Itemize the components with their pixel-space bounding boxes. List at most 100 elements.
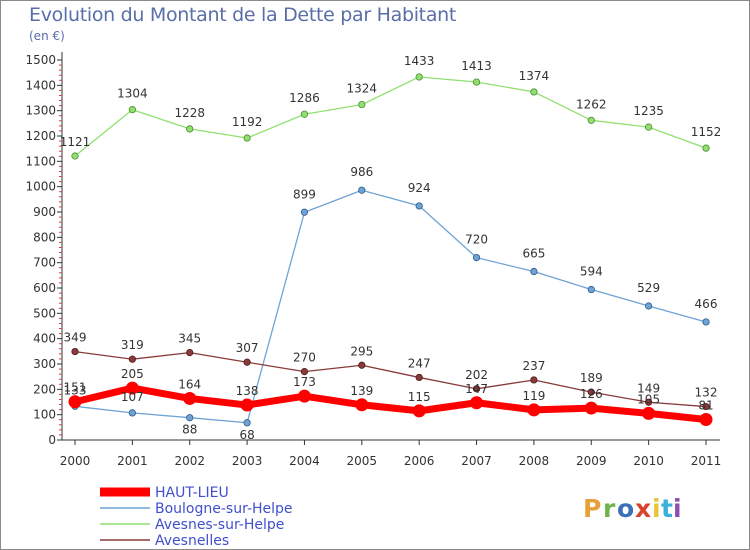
data-point [702, 402, 710, 411]
x-tick-label: 2002 [174, 454, 205, 468]
data-point [530, 267, 538, 276]
legend-label: HAUT-LIEU [155, 485, 229, 501]
y-tick-label: 1400 [25, 78, 56, 92]
data-point [587, 388, 595, 396]
logo-letter: o [617, 494, 634, 523]
data-label: 119 [522, 389, 545, 403]
y-tick-label: 1200 [25, 129, 56, 143]
data-label: 68 [239, 428, 254, 442]
x-tick-label: 2006 [404, 454, 435, 468]
data-point [243, 134, 251, 142]
data-label: 126 [580, 387, 603, 401]
y-tick-label: 1000 [25, 180, 56, 194]
data-point [300, 367, 309, 376]
data-point [527, 403, 541, 417]
data-point [358, 186, 366, 194]
legend-label: Boulogne-sur-Helpe [155, 501, 293, 517]
y-tick-label: 900 [33, 205, 56, 219]
data-point [415, 73, 423, 81]
logo-letter: i [673, 494, 682, 523]
data-point [183, 391, 197, 405]
data-point [71, 152, 79, 160]
data-point [472, 385, 481, 393]
data-point [472, 254, 481, 262]
y-tick-label: 0 [48, 433, 56, 447]
data-label: 164 [178, 377, 201, 391]
data-label: 295 [350, 344, 373, 358]
data-point [415, 202, 423, 210]
x-tick-label: 2009 [576, 454, 607, 468]
data-label: 1121 [60, 135, 91, 149]
data-point [243, 358, 251, 366]
data-label: 986 [350, 165, 373, 179]
data-label: 899 [293, 187, 316, 201]
series-line-2 [74, 76, 707, 157]
data-label: 1413 [461, 59, 492, 73]
y-tick-label: 1500 [25, 53, 56, 67]
series-line-1 [74, 189, 707, 424]
x-tick-label: 2000 [60, 454, 91, 468]
data-label: 665 [522, 247, 545, 261]
x-tick-label: 2010 [633, 454, 664, 468]
data-point [587, 116, 595, 124]
data-point [587, 285, 595, 294]
data-point [297, 389, 311, 403]
chart-title: Evolution du Montant de la Dette par Hab… [29, 4, 457, 26]
data-label: 132 [695, 386, 718, 400]
logo-letter: r [603, 494, 616, 523]
data-point [530, 376, 538, 384]
data-point [645, 302, 653, 310]
legend-label: Avesnelles [155, 533, 229, 549]
x-tick-label: 2003 [232, 454, 263, 468]
x-tick-label: 2007 [461, 454, 492, 468]
x-tick-label: 2005 [347, 454, 378, 468]
data-point [128, 409, 136, 417]
y-tick-label: 300 [33, 357, 56, 371]
data-point [472, 78, 481, 86]
data-point [68, 395, 82, 409]
x-tick-label: 2011 [691, 454, 722, 468]
y-tick-label: 500 [33, 306, 56, 320]
data-point [300, 110, 309, 118]
data-label: 151 [64, 381, 87, 395]
data-label: 529 [637, 281, 660, 295]
data-point [702, 144, 710, 152]
data-label: 189 [580, 371, 603, 385]
data-point [470, 396, 484, 410]
data-point [128, 106, 136, 114]
y-tick-label: 600 [33, 281, 56, 295]
data-label: 1304 [117, 87, 148, 101]
x-tick-label: 2001 [117, 454, 148, 468]
data-point [415, 373, 423, 382]
data-point [358, 100, 366, 109]
data-point [128, 355, 136, 363]
data-label: 319 [121, 338, 144, 352]
data-label: 466 [695, 297, 718, 311]
data-label: 924 [408, 181, 431, 195]
data-label: 1152 [691, 125, 722, 139]
data-label: 1433 [404, 54, 435, 68]
data-label: 149 [637, 381, 660, 395]
legend-label: Avesnes-sur-Helpe [155, 517, 284, 533]
data-label: 720 [465, 233, 488, 247]
data-point [186, 125, 194, 133]
data-point [645, 398, 653, 406]
data-label: 270 [293, 351, 316, 365]
data-label: 1262 [576, 97, 607, 111]
y-tick-label: 100 [33, 408, 56, 422]
data-point [584, 401, 598, 415]
logo-letter: t [661, 494, 673, 523]
data-label: 138 [236, 384, 259, 398]
logo-letter: x [635, 494, 651, 523]
x-tick-label: 2004 [289, 454, 320, 468]
data-label: 147 [465, 382, 488, 396]
data-label: 1235 [633, 104, 664, 118]
data-label: 173 [293, 375, 316, 389]
data-label: 1324 [347, 82, 378, 96]
data-point [240, 398, 254, 412]
data-label: 107 [121, 390, 144, 404]
data-point [300, 208, 309, 216]
data-label: 139 [350, 384, 373, 398]
data-point [530, 88, 538, 96]
